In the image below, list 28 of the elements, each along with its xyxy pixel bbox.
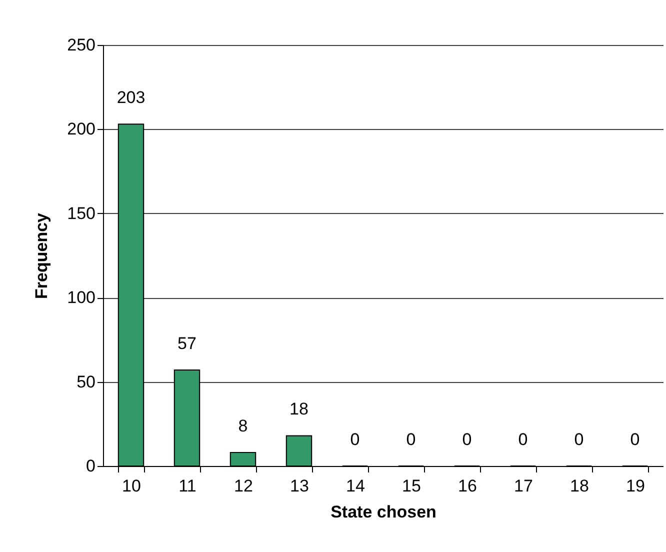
x-tick-label: 14 bbox=[346, 476, 365, 496]
x-axis-title: State chosen bbox=[330, 502, 436, 522]
data-label: 8 bbox=[238, 416, 248, 436]
y-tick-label: 250 bbox=[67, 36, 96, 54]
x-tick-label: 15 bbox=[402, 476, 421, 496]
x-tick-label: 18 bbox=[570, 476, 589, 496]
data-label: 0 bbox=[518, 430, 528, 449]
data-label: 203 bbox=[116, 88, 146, 108]
data-label: 0 bbox=[406, 430, 416, 449]
y-tick-label: 100 bbox=[67, 288, 96, 308]
data-label: 0 bbox=[574, 430, 584, 449]
x-tick-label: 12 bbox=[234, 476, 253, 496]
x-tick-label: 16 bbox=[458, 476, 477, 496]
x-tick-label: 11 bbox=[178, 476, 196, 496]
x-tick-label: 10 bbox=[122, 476, 141, 496]
y-tick-label: 50 bbox=[76, 372, 96, 392]
data-label: 0 bbox=[350, 430, 360, 449]
y-tick-label: 0 bbox=[86, 456, 96, 476]
x-tick-label: 19 bbox=[626, 476, 645, 496]
data-label: 0 bbox=[462, 430, 472, 449]
y-tick-label: 150 bbox=[67, 204, 96, 223]
data-label: 57 bbox=[178, 334, 196, 354]
data-label: 18 bbox=[290, 400, 308, 419]
x-tick-label: 13 bbox=[290, 476, 309, 496]
x-tick-label: 17 bbox=[514, 476, 533, 496]
y-tick-label: 200 bbox=[67, 120, 96, 139]
y-axis-title: Frequency bbox=[32, 212, 52, 299]
data-label: 0 bbox=[630, 430, 640, 449]
